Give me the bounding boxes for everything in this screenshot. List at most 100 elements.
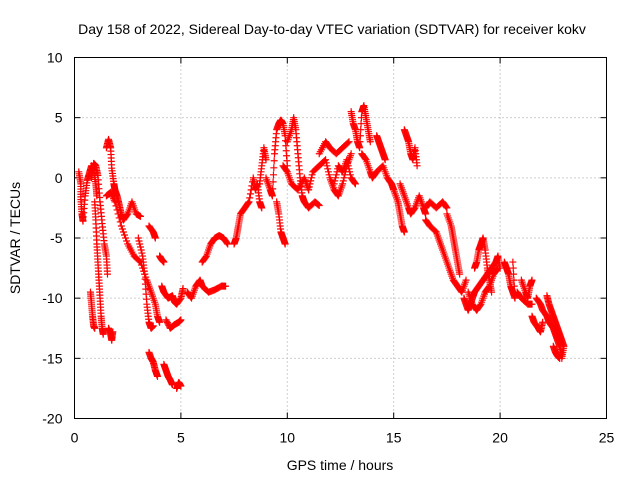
data-point-marker — [110, 196, 118, 204]
data-point-marker — [108, 191, 116, 199]
data-point-marker — [476, 301, 484, 309]
data-point-marker — [107, 190, 115, 198]
data-point-marker — [331, 177, 339, 185]
data-point-marker — [137, 246, 145, 254]
data-point-marker — [245, 198, 253, 206]
chart-title: Day 158 of 2022, Sidereal Day-to-day VTE… — [78, 21, 586, 37]
data-point-marker — [149, 322, 157, 330]
x-tick-label: 0 — [71, 430, 79, 446]
series-sat-i — [145, 222, 159, 242]
data-point-marker — [136, 243, 144, 251]
series-sat-u — [273, 198, 289, 248]
data-point-marker — [118, 225, 126, 233]
data-point-marker — [119, 228, 127, 236]
data-point-marker — [244, 199, 252, 207]
series-sat-d — [91, 198, 107, 338]
series-sat-af — [396, 180, 430, 218]
data-point-marker — [351, 179, 359, 187]
data-point-marker — [177, 382, 185, 390]
data-point-marker — [202, 253, 210, 261]
series-sat-l — [173, 378, 185, 392]
data-point-marker — [528, 276, 536, 284]
data-point-marker — [347, 150, 355, 158]
series-sat-f — [105, 324, 117, 344]
data-point-marker — [111, 198, 119, 206]
data-point-marker — [330, 180, 338, 188]
series-sat-ah — [422, 216, 470, 296]
series-sat-y — [315, 138, 353, 158]
series-sat-v — [283, 114, 323, 212]
data-point-marker — [160, 258, 168, 266]
data-point-marker — [103, 270, 111, 278]
data-point-marker — [325, 171, 333, 179]
data-point-marker — [356, 132, 364, 140]
series-sat-ai — [443, 210, 464, 278]
tick-labels: 0 5 10 15 20 25 -20 -15 -10 -5 0 5 10 — [42, 50, 614, 446]
data-point-marker — [121, 231, 129, 239]
series-sat-e — [86, 288, 99, 332]
data-point-marker — [345, 138, 353, 146]
data-point-marker — [134, 234, 142, 242]
series-sat-o — [162, 316, 185, 332]
series-sat-ag — [422, 198, 451, 212]
data-point-marker — [456, 270, 464, 278]
series-sat-p — [183, 276, 230, 302]
data-point-marker — [268, 192, 276, 200]
series-sat-h — [134, 234, 157, 332]
series-sat-as — [543, 292, 568, 362]
data-point-marker — [156, 318, 164, 326]
data-point-marker — [308, 171, 316, 179]
data-point-marker — [281, 240, 289, 248]
data-point-marker — [357, 120, 365, 128]
data-point-marker — [339, 177, 347, 185]
series-sat-ao — [517, 276, 536, 302]
data-point-marker — [258, 204, 266, 212]
series-sat-j — [145, 348, 161, 380]
x-tick-label: 15 — [386, 430, 402, 446]
series-sat-w — [279, 162, 313, 194]
data-point-marker — [314, 200, 322, 208]
data-point-marker — [123, 237, 131, 245]
data-point-marker — [343, 156, 351, 164]
y-axis-label: SDTVAR / TECUs — [7, 182, 23, 294]
data-point-marker — [115, 214, 123, 222]
y-tick-label: 10 — [47, 50, 63, 66]
data-point-marker — [344, 162, 352, 170]
data-point-marker — [307, 174, 315, 182]
data-point-marker — [117, 222, 125, 230]
data-point-marker — [269, 178, 277, 186]
data-point-marker — [357, 126, 365, 134]
data-point-marker — [356, 138, 364, 146]
series-sat-b — [88, 159, 111, 278]
data-point-marker — [269, 185, 277, 193]
data-point-marker — [510, 276, 518, 284]
data-point-marker — [246, 194, 254, 202]
data-point-marker — [136, 240, 144, 248]
data-point-marker — [556, 354, 564, 362]
data-point-marker — [345, 165, 353, 173]
data-point-marker — [413, 162, 421, 170]
data-point-marker — [109, 193, 117, 201]
data-point-marker — [110, 195, 118, 203]
data-point-marker — [339, 180, 347, 188]
plot-frame — [74, 57, 607, 419]
data-point-marker — [509, 258, 517, 266]
series-sat-ae — [400, 126, 421, 170]
series-sat-ap — [513, 288, 536, 308]
data-point-marker — [510, 270, 518, 278]
data-point-marker — [114, 210, 122, 218]
series-sat-at — [549, 342, 564, 362]
data-point-marker — [324, 168, 332, 176]
x-tick-label: 25 — [599, 430, 615, 446]
data-point-marker — [270, 157, 278, 165]
data-point-marker — [322, 159, 330, 167]
data-point-marker — [332, 171, 340, 179]
data-point-marker — [153, 372, 161, 380]
data-point-marker — [116, 218, 124, 226]
data-point-marker — [511, 294, 519, 302]
data-point-marker — [224, 240, 232, 248]
series-sat-z — [347, 102, 374, 152]
data-point-marker — [307, 177, 315, 185]
data-point-marker — [135, 257, 143, 265]
data-point-marker — [323, 162, 331, 170]
